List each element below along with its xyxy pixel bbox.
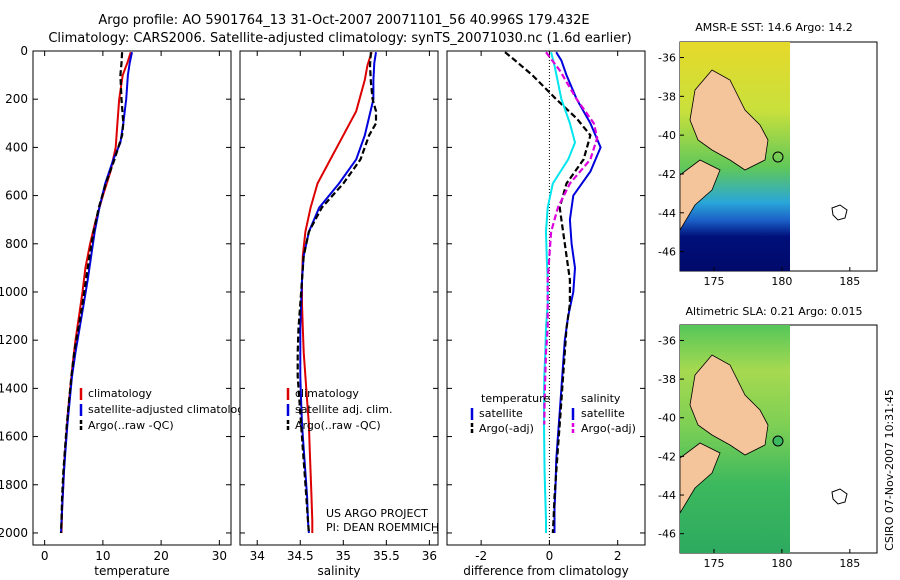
legend-label: satellite adj. clim.	[295, 403, 392, 416]
y-tick-label: 1000	[0, 285, 28, 299]
map-y-tick-label: -42	[658, 450, 676, 463]
north-island-land	[689, 69, 769, 171]
y-tick-label: 2000	[0, 526, 28, 540]
credit-line-1: US ARGO PROJECT	[326, 507, 428, 520]
x-tick-label: 0	[546, 549, 554, 563]
difference-axes	[446, 50, 646, 546]
north-island-land-2	[689, 354, 769, 456]
x-tick-label: 0	[41, 549, 49, 563]
y-tick-label: 800	[5, 237, 28, 251]
timestamp-label: CSIRO 07-Nov-2007 10:31:45	[883, 389, 896, 551]
sst-map-title: AMSR-E SST: 14.6 Argo: 14.2	[695, 21, 853, 34]
x-tick-label: 30	[212, 549, 227, 563]
map-y-tick-label: -46	[658, 246, 676, 259]
map-y-tick-label: -44	[658, 207, 676, 220]
map-y-tick-label: -40	[658, 412, 676, 425]
map-x-tick-label: 185	[839, 557, 860, 570]
x-tick-label: 20	[153, 549, 168, 563]
x-tick-label: 34.5	[287, 549, 314, 563]
salinity-axes	[239, 50, 439, 546]
y-tick-label: 200	[5, 92, 28, 106]
map-x-tick-label: 175	[703, 557, 724, 570]
temperature-axes	[32, 50, 232, 546]
map-x-tick-label: 175	[703, 275, 724, 288]
map-y-tick-label: -46	[658, 528, 676, 541]
map-x-tick-label: 180	[771, 557, 792, 570]
chatham-island	[831, 204, 848, 221]
map-y-tick-label: -38	[658, 373, 676, 386]
y-tick-label: 1800	[0, 478, 28, 492]
legend-label: satellite	[479, 407, 523, 420]
sst-argo-marker	[772, 151, 784, 163]
temperature-xlabel: temperature	[94, 564, 169, 578]
south-island-land-2	[680, 442, 721, 514]
salinity-xlabel: salinity	[317, 564, 360, 578]
legend-label: Argo(-adj)	[581, 422, 636, 435]
chatham-island-2	[831, 488, 848, 505]
difference-salinity-argo-adj--line	[543, 51, 599, 425]
difference-salinity-satellite-line	[543, 51, 577, 533]
map-y-tick-label: -42	[658, 168, 676, 181]
y-tick-label: 400	[5, 140, 28, 154]
x-tick-label: 34	[250, 549, 265, 563]
title-line-2: Climatology: CARS2006. Satellite-adjuste…	[48, 31, 631, 46]
y-tick-label: 0	[20, 44, 28, 58]
difference-temperature-argo-adj--line	[504, 51, 592, 534]
legend-label: Argo(-adj)	[479, 422, 534, 435]
y-tick-label: 1400	[0, 381, 28, 395]
map-y-tick-label: -44	[658, 489, 676, 502]
x-tick-label: 36	[422, 549, 437, 563]
map-y-tick-label: -38	[658, 90, 676, 103]
x-tick-label: 2	[614, 549, 622, 563]
legend-label: Argo(..raw -QC)	[295, 419, 381, 432]
y-tick-label: 1200	[0, 333, 28, 347]
sla-map: Altimetric SLA: 0.21 Argo: 0.015 175 180 1…	[658, 305, 878, 570]
map-y-tick-label: -40	[658, 129, 676, 142]
south-island-land	[680, 159, 721, 231]
temperature-argo-raw-qc--line	[59, 52, 125, 534]
x-tick-label: 35	[336, 549, 351, 563]
sst-map: AMSR-E SST: 14.6 Argo: 14.2 175 180 185 -36…	[658, 21, 878, 288]
x-tick-label: 35.5	[373, 549, 400, 563]
credit-line-2: PI: DEAN ROEMMICH	[326, 521, 439, 534]
legend-label: Argo(..raw -QC)	[88, 419, 174, 432]
map-y-tick-label: -36	[658, 334, 676, 347]
legend-label: satellite	[581, 407, 625, 420]
sla-map-title: Altimetric SLA: 0.21 Argo: 0.015	[685, 305, 862, 318]
x-tick-label: -2	[475, 549, 487, 563]
salinity-panel: 34 34.5 35 35.5 36 salinity climatology satelli…	[239, 50, 439, 578]
sla-argo-marker	[772, 435, 784, 447]
legend-label: climatology	[295, 387, 359, 400]
legend-label: satellite-adjusted climatology	[88, 403, 251, 416]
difference-xlabel: difference from climatology	[463, 564, 629, 578]
legend-salinity-header: salinity	[581, 392, 621, 405]
y-tick-label: 600	[5, 189, 28, 203]
y-tick-label: 1600	[0, 430, 28, 444]
x-tick-label: 10	[95, 549, 110, 563]
salinity-argo-raw-qc--line	[296, 52, 378, 534]
legend-label: climatology	[88, 387, 152, 400]
temperature-panel: 0 10 20 30 temperature 0 200 400 600 800 1000 1200 1…	[0, 44, 251, 578]
map-x-tick-label: 185	[839, 275, 860, 288]
title-line-1: Argo profile: AO 5901764_13 31-Oct-2007 …	[98, 13, 589, 28]
legend-temperature-header: temperature	[481, 392, 550, 405]
map-x-tick-label: 180	[771, 275, 792, 288]
map-y-tick-label: -36	[658, 52, 676, 65]
